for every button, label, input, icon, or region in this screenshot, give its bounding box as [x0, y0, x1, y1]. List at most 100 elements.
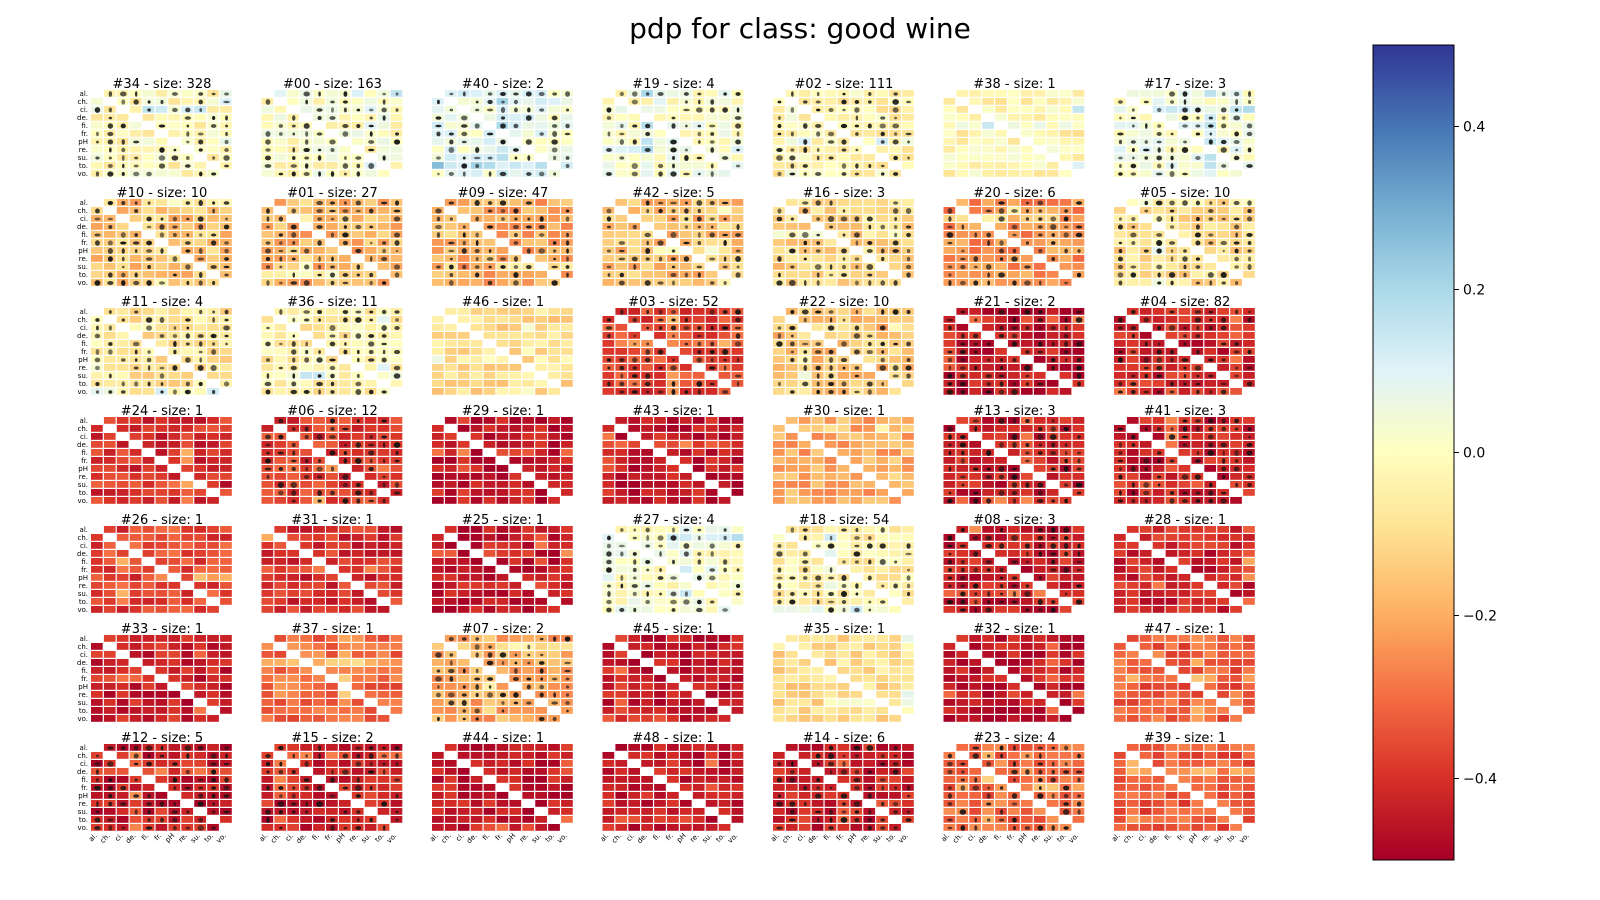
heatmap-cell: [615, 114, 628, 121]
density-dot: [435, 208, 442, 214]
density-dot: [683, 92, 689, 96]
density-dot: [1143, 366, 1149, 370]
heatmap-cell: [364, 574, 377, 581]
density-dot: [318, 171, 322, 177]
density-dot: [303, 310, 311, 314]
density-dot: [842, 318, 846, 322]
heatmap-cell: [943, 154, 956, 161]
heatmap-cell: [300, 606, 312, 613]
density-dot: [1222, 458, 1226, 464]
heatmap-cell: [1046, 473, 1059, 480]
heatmap-cell: [615, 449, 628, 456]
heatmap-cell: [457, 207, 470, 214]
heatmap-cell: [351, 130, 364, 137]
heatmap-cell: [1046, 380, 1059, 387]
density-dot: [998, 201, 1005, 205]
density-dot: [1050, 357, 1056, 363]
density-dot: [816, 147, 820, 153]
heatmap-cell: [1072, 348, 1085, 355]
density-dot: [1209, 318, 1213, 322]
density-dot: [331, 107, 334, 113]
heatmap-cell: [1165, 364, 1178, 371]
density-dot: [474, 123, 480, 129]
heatmap-cell: [1033, 154, 1046, 161]
density-dot: [1208, 358, 1214, 362]
density-dot: [108, 310, 112, 314]
heatmap-cell: [731, 449, 744, 456]
heatmap-cell: [837, 465, 850, 472]
density-dot: [146, 240, 153, 246]
density-dot: [501, 100, 505, 104]
heatmap-cell: [548, 433, 560, 440]
density-dot: [316, 132, 323, 136]
heatmap-cell: [390, 598, 403, 605]
panel-title: #00 - size: 163: [283, 77, 382, 92]
density-dot: [292, 132, 296, 136]
density-dot: [1024, 280, 1031, 286]
heatmap-cell: [1008, 308, 1020, 315]
density-dot: [551, 147, 558, 153]
panel-title: #41 - size: 3: [1144, 404, 1226, 419]
heatmap-cell: [956, 199, 969, 206]
density-dot: [645, 131, 651, 137]
heatmap-cell: [1217, 308, 1229, 315]
density-dot: [619, 365, 625, 371]
density-dot: [552, 131, 558, 137]
density-dot: [868, 92, 872, 96]
heatmap-cell: [561, 441, 573, 448]
heatmap-cell: [116, 590, 129, 597]
density-dot: [223, 381, 230, 387]
heatmap-cell: [995, 481, 1007, 488]
density-dot: [1118, 139, 1123, 145]
heatmap-cell: [168, 534, 181, 541]
heatmap-cell: [1230, 433, 1242, 440]
heatmap-cell: [1033, 372, 1046, 379]
heatmap-cell: [705, 465, 718, 472]
heatmap-cell: [798, 457, 811, 464]
density-dot: [1025, 217, 1030, 221]
density-dot: [842, 257, 846, 261]
heatmap-cell: [194, 542, 206, 549]
heatmap-cell: [731, 457, 744, 464]
heatmap-cell: [1059, 154, 1072, 161]
heatmap-cell: [969, 441, 982, 448]
heatmap-cell: [718, 497, 731, 504]
heatmap-cell: [731, 473, 744, 480]
density-dot: [828, 107, 834, 113]
heatmap-cell: [326, 550, 338, 557]
density-dot: [985, 264, 992, 270]
density-dot: [107, 240, 113, 246]
density-dot: [317, 115, 322, 121]
density-dot: [513, 123, 519, 129]
heatmap-cell: [509, 481, 522, 488]
heatmap-cell: [863, 114, 876, 121]
density-dot: [1130, 163, 1137, 169]
heatmap-cell: [91, 340, 103, 347]
density-dot: [1025, 325, 1030, 331]
density-dot: [107, 248, 113, 254]
heatmap-cell: [798, 465, 811, 472]
density-dot: [670, 365, 677, 371]
heatmap-cell: [496, 247, 509, 254]
heatmap-cell: [155, 606, 168, 613]
density-dot: [879, 325, 886, 331]
heatmap-cell: [470, 356, 483, 363]
heatmap-cell: [615, 441, 628, 448]
heatmap-cell: [300, 558, 312, 565]
heatmap-cell: [956, 138, 969, 145]
density-dot: [134, 91, 138, 97]
heatmap-cell: [548, 449, 560, 456]
heatmap-cell: [168, 98, 181, 105]
density-dot: [185, 249, 191, 253]
density-dot: [710, 99, 715, 105]
heatmap-cell: [1008, 98, 1020, 105]
heatmap-cell: [116, 598, 129, 605]
density-dot: [1143, 148, 1150, 152]
density-dot: [1194, 419, 1201, 423]
heatmap-cell: [602, 433, 615, 440]
heatmap-cell: [718, 449, 731, 456]
density-dot: [855, 310, 859, 314]
heatmap-cell: [444, 340, 457, 347]
heatmap-cell: [364, 417, 377, 424]
heatmap-cell: [535, 308, 547, 315]
